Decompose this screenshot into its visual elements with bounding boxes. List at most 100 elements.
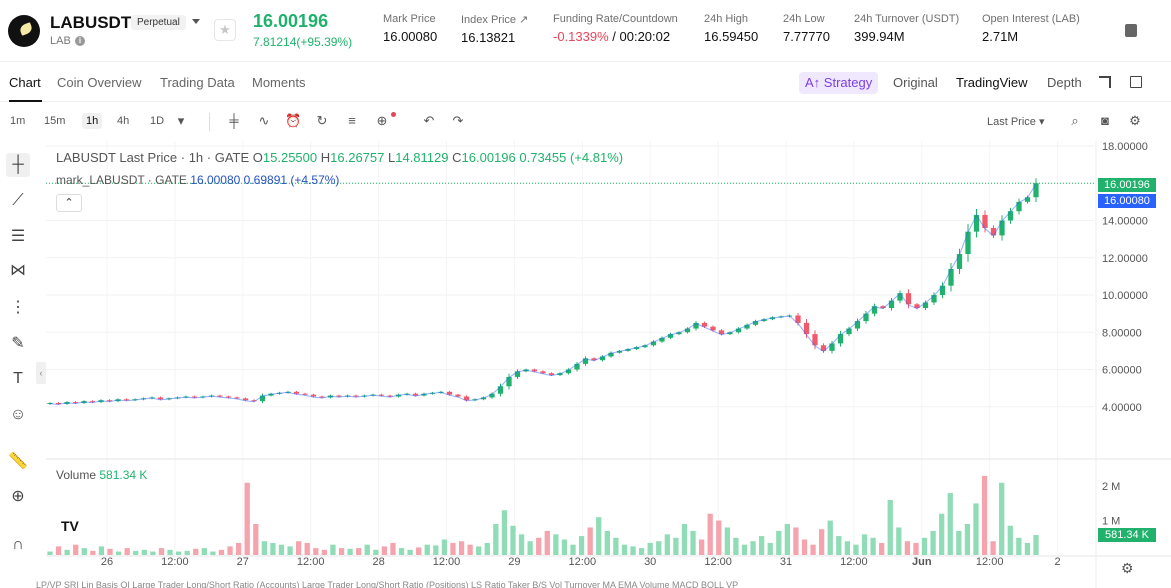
trend-line-icon[interactable]: ⟋ [12,192,24,209]
info-icon[interactable]: i [75,36,85,46]
candle-body [829,343,835,351]
volume-bar [810,544,816,555]
volume-bar [330,544,336,555]
add-icon[interactable]: ⊕ [376,113,388,128]
chevron-down-icon[interactable] [192,19,200,24]
candles-icon[interactable]: ╪ [229,113,239,128]
tab-trading-data[interactable]: Trading Data [160,75,235,90]
candle-body [251,400,257,402]
volume-bar [193,548,199,555]
fib-icon[interactable]: ⋮ [10,299,26,316]
view-original[interactable]: Original [893,75,938,90]
zoom-in-icon[interactable]: ⊕ [11,488,25,505]
x-tick-label: Jun [912,556,932,568]
stat-24h-high: 24h High 16.59450 [704,13,758,44]
close-label: C [452,150,462,165]
stat-index-price[interactable]: Index Price ↗ 16.13821 [461,13,528,45]
volume-bar [398,548,405,555]
x-tick-label: 28 [372,556,384,568]
volume-bar [278,544,285,555]
candle-body [846,328,852,335]
document-icon[interactable] [1125,24,1137,37]
favorite-star-icon[interactable]: ★ [214,19,236,41]
camera-icon[interactable]: ◙ [1101,113,1109,128]
interval-4h[interactable]: 4h [117,115,130,127]
price-source-select[interactable]: Last Price ▾ [987,116,1045,128]
volume-bar [913,542,919,555]
expand-icon[interactable] [1099,76,1111,88]
pattern-icon[interactable]: ⋈ [10,262,26,279]
candle-body [582,358,589,364]
volume-bar [73,544,79,555]
stat-24h-turnover: 24h Turnover (USDT) 399.94M [854,13,959,44]
view-depth[interactable]: Depth [1047,75,1082,90]
interval-1m[interactable]: 1m [10,115,26,127]
collapse-toolbar-chevron-icon[interactable]: ‹ [36,362,46,384]
volume-bar [158,548,165,555]
indicators-icon[interactable]: ∿ [258,113,270,128]
x-tick-label: 30 [644,556,656,568]
volume-bar [356,548,362,555]
interval-1d[interactable]: 1D [150,115,165,127]
mark-price-line [49,183,1037,406]
volume-bar [441,539,448,555]
brush-icon[interactable]: ✎ [11,335,25,352]
x-tick-label: 12:00 [704,556,732,568]
interval-15m[interactable]: 15m [44,115,66,127]
crosshair-icon[interactable]: ┼ [6,153,30,177]
search-icon[interactable]: ⌕ [1071,113,1079,128]
emoji-icon[interactable]: ☺ [9,406,27,423]
indicator-strip[interactable]: LP/VP SRI Lin Basis OI Large Trader Long… [36,580,739,588]
x-tick-label: 12:00 [297,556,325,568]
volume-bar [227,546,233,555]
volume-bar [381,546,388,555]
tab-moments[interactable]: Moments [252,75,306,90]
y-tick-label: 4.00000 [1102,402,1142,414]
window-icon[interactable] [1130,76,1142,88]
stat-label: 24h Low [783,13,825,25]
tab-coin-overview[interactable]: Coin Overview [57,75,142,90]
settings-icon[interactable]: ⚙ [1129,113,1141,128]
magnet-icon[interactable]: ∩ [12,536,24,553]
x-tick-label: 12:00 [569,556,597,568]
candle-body [931,295,937,303]
candle-body [106,400,113,402]
ruler-icon[interactable]: 📏 [8,453,28,470]
text-icon[interactable]: T [13,370,23,387]
axis-settings-icon[interactable]: ⚙ [1121,560,1134,576]
funding-countdown: / 00:20:02 [608,29,671,44]
symbol-name[interactable]: LABUSDT [50,13,132,32]
volume-bar [1024,542,1031,555]
volume-bar [175,551,182,555]
volume-bar [853,544,859,555]
interval-dropdown-chevron-icon[interactable]: ▾ [177,113,185,128]
price-chart[interactable]: 18.0000016.0000014.0000012.0000010.00000… [0,141,1171,588]
tab-chart[interactable]: Chart [9,75,41,90]
chart-toolbar: 1m 15m 1h 4h 1D ▾ ╪ ∿ ⏰ ↻ ≡ ⊕ ↶ ↷ Last P… [0,103,1171,141]
volume-bar [767,542,773,555]
legend-collapse-chevron-icon[interactable]: ⌃ [56,194,82,212]
volume-bar [964,524,971,555]
tradingview-logo-icon[interactable]: TV [61,518,79,534]
volume-bar [896,527,902,555]
volume-bar [407,549,413,555]
parallel-lines-icon[interactable]: ☰ [10,228,26,245]
interval-1h[interactable]: 1h [82,113,103,129]
candle-body [599,356,606,361]
volume-bar [433,545,439,555]
templates-icon[interactable]: ≡ [348,113,356,128]
low-label: L [388,150,396,165]
redo-icon[interactable]: ↷ [452,113,464,128]
y-tick-label: 8.00000 [1102,327,1142,339]
replay-icon[interactable]: ↻ [316,113,328,128]
volume-bar [347,548,353,555]
ai-icon: A↑ [805,75,824,90]
volume-bar [338,548,345,555]
volume-bar [1007,525,1013,555]
alert-icon[interactable]: ⏰ [285,113,302,128]
strategy-button[interactable]: A↑ Strategy [799,72,879,94]
volume-bar [578,536,585,555]
undo-icon[interactable]: ↶ [423,113,435,128]
volume-bar [879,542,885,555]
view-tradingview[interactable]: TradingView [956,75,1028,90]
